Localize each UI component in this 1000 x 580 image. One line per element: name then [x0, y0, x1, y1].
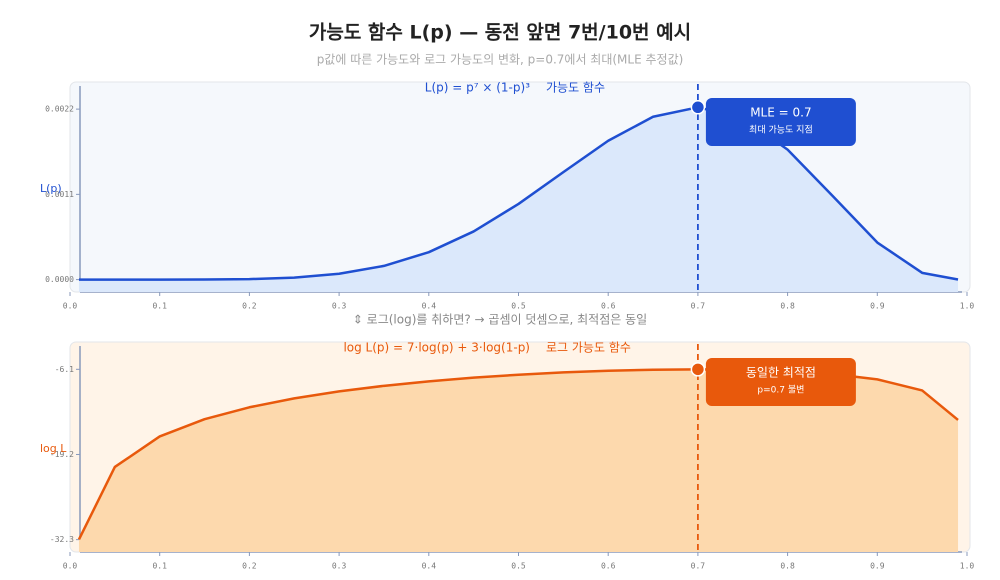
x-tick-label: 0.3	[332, 562, 347, 571]
y-axis-label: log L	[40, 442, 67, 455]
x-tick-label: 0.2	[242, 562, 257, 571]
x-tick-label: 0.4	[422, 302, 437, 311]
x-tick-label: 0.6	[601, 562, 616, 571]
x-tick-label: 0.4	[422, 562, 437, 571]
area-fill	[78, 107, 959, 292]
x-tick-label: 0.9	[870, 562, 885, 571]
max-point	[690, 100, 706, 115]
x-tick-label: 0.1	[152, 562, 167, 571]
chart-title: 가능도 함수 L(p) — 동전 앞면 7번/10번 예시	[309, 22, 691, 44]
y-tick-label: -6.1	[55, 365, 74, 374]
callout-title: MLE = 0.7	[750, 106, 811, 120]
x-tick-label: 0.0	[63, 562, 78, 571]
x-tick-label: 0.8	[780, 302, 795, 311]
legend-label: 가능도 함수	[546, 81, 605, 95]
callout-text: 최대 가능도 지점	[749, 124, 813, 136]
y-tick-label: -19.2	[50, 450, 74, 459]
x-tick-label: 0.1	[152, 302, 167, 311]
x-tick-label: 1.0	[960, 562, 975, 571]
x-tick-label: 0.3	[332, 302, 347, 311]
x-tick-label: 0.8	[780, 562, 795, 571]
x-tick-label: 0.0	[63, 302, 78, 311]
legend-label: 로그 가능도 함수	[546, 341, 631, 355]
x-tick-label: 0.5	[511, 562, 526, 571]
line	[78, 106, 959, 281]
y-tick-label: -32.3	[50, 535, 74, 544]
x-tick-label: 0.7	[691, 562, 706, 571]
legend-formula: L(p) = p⁷ × (1-p)³	[425, 81, 530, 95]
callout-box	[705, 358, 856, 406]
callout-title: 동일한 최적점	[746, 366, 816, 380]
x-tick-label: 0.9	[870, 302, 885, 311]
x-tick-label: 0.5	[511, 302, 526, 311]
bridge-text: ⇕ 로그(log)를 취하면? → 곱셈이 덧셈으로, 최적점은 동일	[353, 313, 647, 327]
y-tick-label: 0.0022	[45, 105, 74, 114]
legend-formula: log L(p) = 7·log(p) + 3·log(1-p)	[343, 341, 530, 355]
x-tick-label: 0.7	[691, 302, 706, 311]
y-axis-label: L(p)	[40, 182, 62, 195]
chart-subtitle: p값에 따른 가능도와 로그 가능도의 변화, p=0.7에서 최대(MLE 추…	[317, 53, 684, 67]
y-tick-label: 0.0011	[45, 190, 74, 199]
max-point	[690, 362, 706, 377]
x-tick-label: 0.6	[601, 302, 616, 311]
x-tick-label: 0.2	[242, 302, 257, 311]
area-fill	[78, 369, 959, 552]
callout-box	[705, 98, 856, 146]
callout-text: p=0.7 불변	[757, 385, 804, 396]
x-tick-label: 1.0	[960, 302, 975, 311]
y-tick-label: 0.0000	[45, 275, 74, 284]
